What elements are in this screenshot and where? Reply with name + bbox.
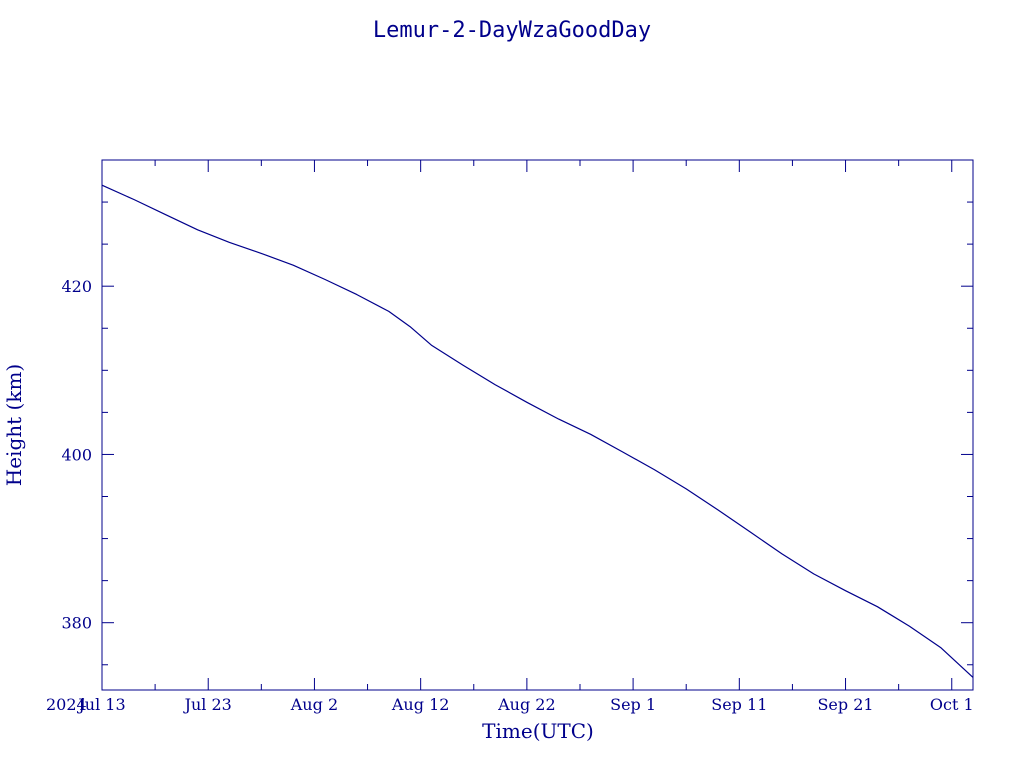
- chart-title: Lemur-2-DayWzaGoodDay: [373, 18, 651, 43]
- x-tick-label: Aug 2: [290, 695, 338, 714]
- x-tick-label: Sep 1: [610, 695, 656, 714]
- plot-frame: [101, 159, 974, 691]
- x-tick-label: Aug 22: [497, 695, 556, 714]
- axis-tick-labels: Jul 13 Jul 23 Aug 2 Aug 12 Aug 22 Sep 1 Sep 11…: [61, 277, 973, 714]
- x-axis-label: Time(UTC): [482, 719, 594, 743]
- x-tick-label: Jul 13: [76, 695, 125, 714]
- x-year-label: 2024: [46, 695, 87, 714]
- x-tick-label: Sep 21: [817, 695, 873, 714]
- height-series-line: [101, 184, 974, 678]
- x-tick-label: Jul 23: [183, 695, 232, 714]
- x-tick-label: Aug 12: [391, 695, 450, 714]
- y-axis-label: Height (km): [2, 364, 26, 486]
- x-tick-label: Sep 11: [711, 695, 767, 714]
- series-layer: [101, 184, 974, 678]
- x-tick-label: Oct 1: [930, 695, 974, 714]
- y-tick-label: 400: [61, 445, 92, 464]
- y-tick-label: 380: [61, 614, 92, 633]
- axis-ticks: [101, 159, 973, 690]
- y-tick-label: 420: [61, 277, 92, 296]
